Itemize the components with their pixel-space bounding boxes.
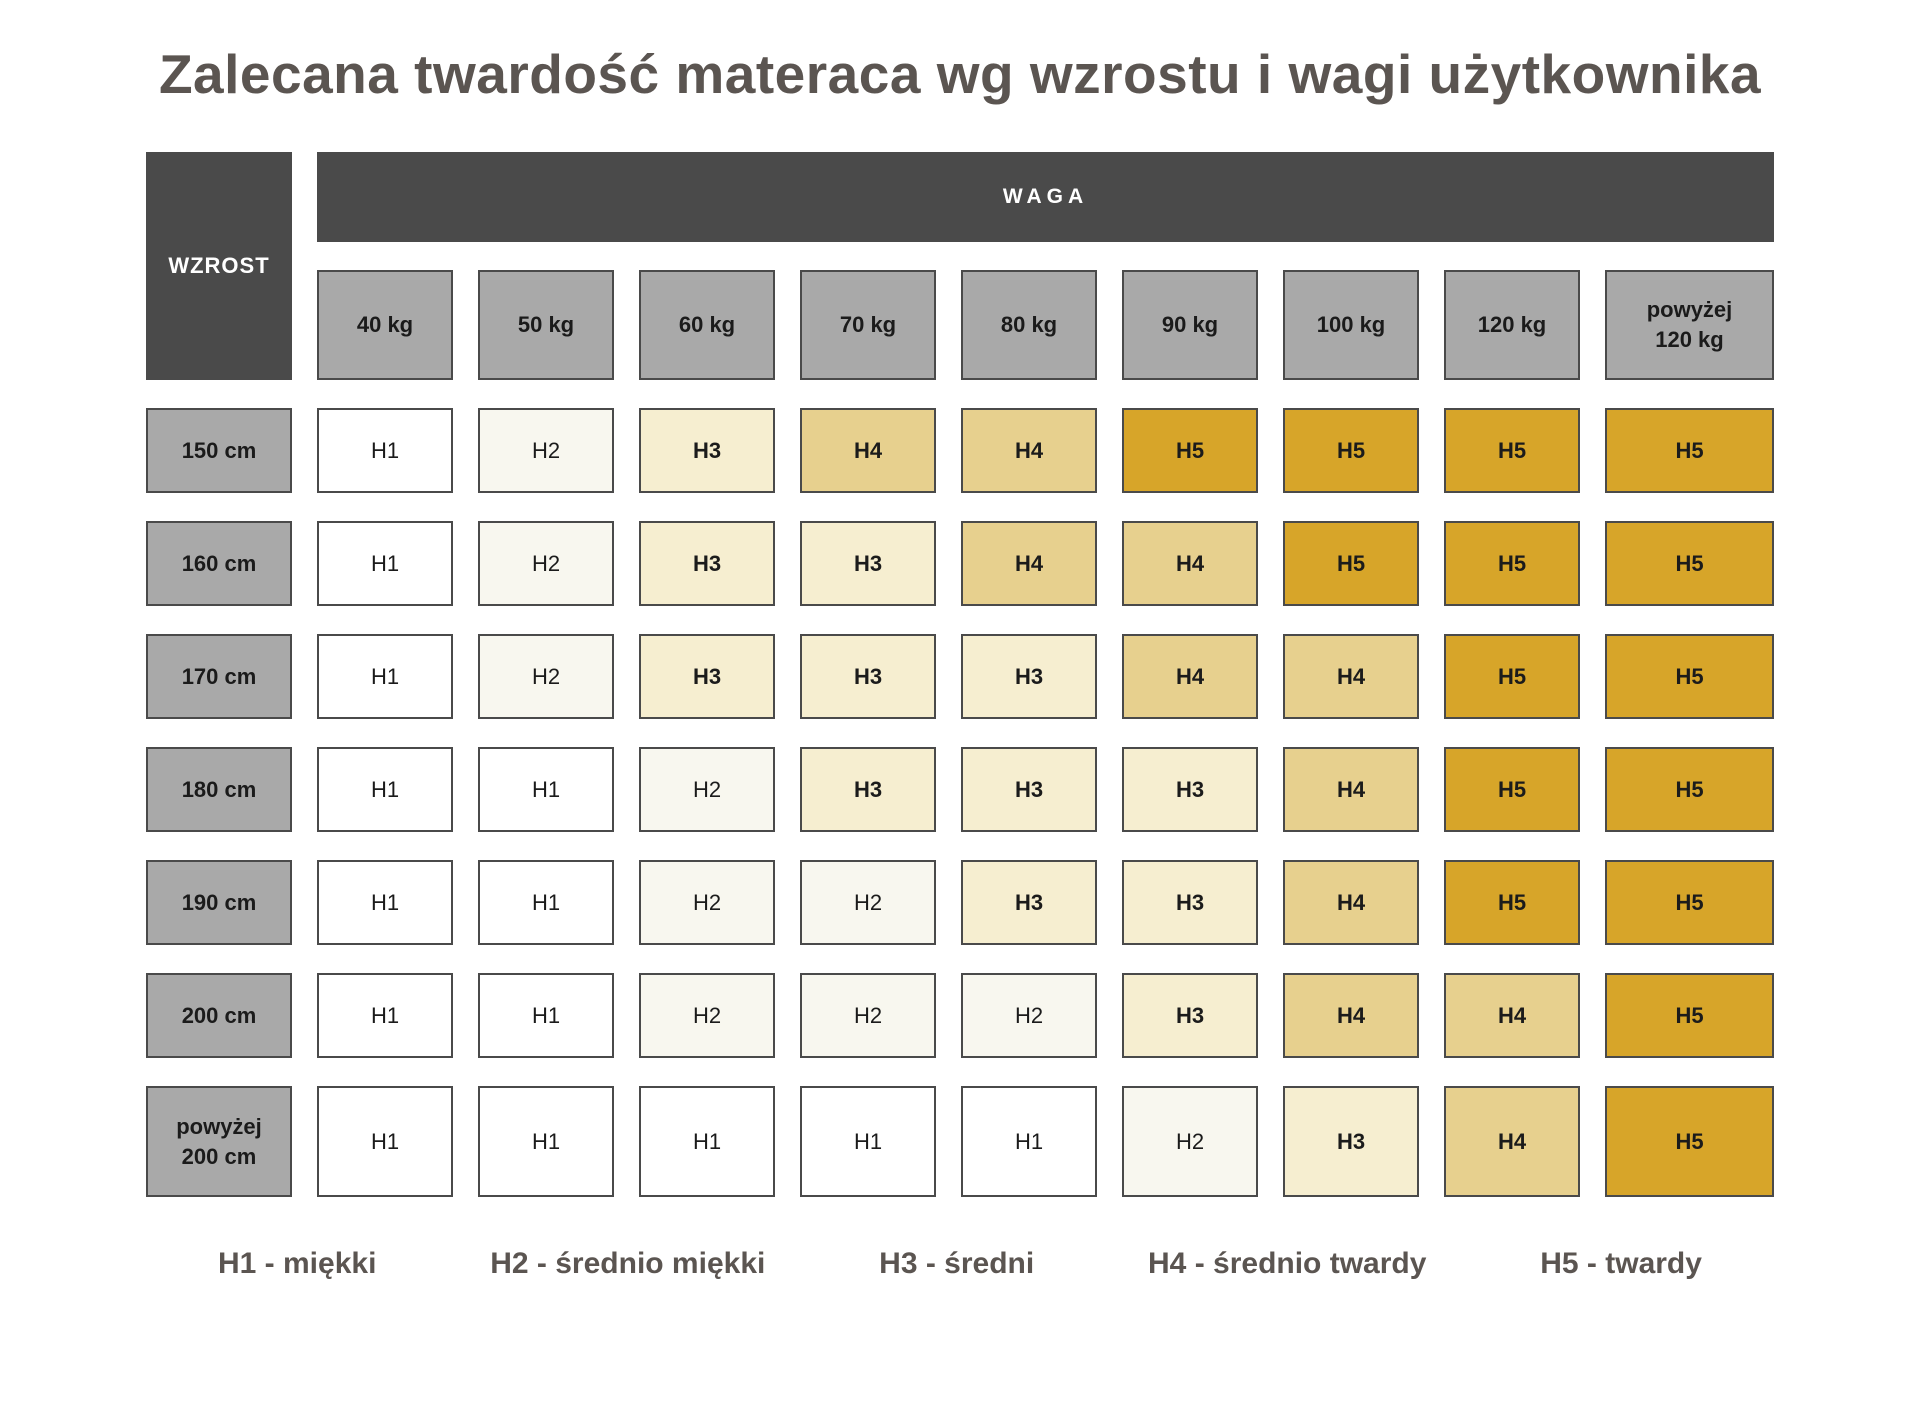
firmness-cell: H3 bbox=[961, 634, 1097, 719]
height-header-cell: 200 cm bbox=[146, 973, 292, 1058]
firmness-cell: H2 bbox=[800, 860, 936, 945]
firmness-cell: H1 bbox=[478, 1086, 614, 1197]
firmness-cell: H3 bbox=[961, 747, 1097, 832]
firmness-cell: H4 bbox=[1122, 521, 1258, 606]
height-header-cell: 190 cm bbox=[146, 860, 292, 945]
height-header-cell: powyżej 200 cm bbox=[146, 1086, 292, 1197]
firmness-cell: H5 bbox=[1444, 860, 1580, 945]
legend: H1 - miękki H2 - średnio miękki H3 - śre… bbox=[146, 1247, 1774, 1281]
weight-header-cell: 40 kg bbox=[317, 270, 453, 380]
firmness-cell: H1 bbox=[478, 747, 614, 832]
firmness-cell: H5 bbox=[1444, 408, 1580, 493]
firmness-cell: H3 bbox=[1122, 973, 1258, 1058]
firmness-cell: H5 bbox=[1444, 634, 1580, 719]
firmness-cell: H4 bbox=[1283, 973, 1419, 1058]
firmness-cell: H5 bbox=[1122, 408, 1258, 493]
firmness-cell: H5 bbox=[1605, 973, 1774, 1058]
weight-header-cell: 90 kg bbox=[1122, 270, 1258, 380]
firmness-cell: H5 bbox=[1444, 521, 1580, 606]
firmness-cell: H2 bbox=[639, 973, 775, 1058]
weight-header-cell: 120 kg bbox=[1444, 270, 1580, 380]
firmness-cell: H4 bbox=[800, 408, 936, 493]
firmness-cell: H2 bbox=[478, 408, 614, 493]
firmness-cell: H4 bbox=[1444, 1086, 1580, 1197]
firmness-cell: H1 bbox=[478, 860, 614, 945]
firmness-cell: H1 bbox=[317, 860, 453, 945]
legend-item-h3: H3 - średni bbox=[879, 1247, 1035, 1280]
firmness-cell: H1 bbox=[478, 973, 614, 1058]
height-header-cell: 180 cm bbox=[146, 747, 292, 832]
firmness-cell: H5 bbox=[1605, 747, 1774, 832]
firmness-cell: H5 bbox=[1283, 408, 1419, 493]
firmness-cell: H3 bbox=[1122, 860, 1258, 945]
firmness-cell: H2 bbox=[961, 973, 1097, 1058]
firmness-cell: H1 bbox=[317, 1086, 453, 1197]
height-header-cell: 150 cm bbox=[146, 408, 292, 493]
weight-header-cell: powyżej 120 kg bbox=[1605, 270, 1774, 380]
firmness-cell: H1 bbox=[317, 521, 453, 606]
legend-item-h1: H1 - miękki bbox=[218, 1247, 377, 1280]
firmness-cell: H5 bbox=[1283, 521, 1419, 606]
firmness-cell: H1 bbox=[317, 634, 453, 719]
firmness-cell: H4 bbox=[1283, 860, 1419, 945]
weight-header-cell: 80 kg bbox=[961, 270, 1097, 380]
firmness-cell: H1 bbox=[317, 973, 453, 1058]
firmness-cell: H2 bbox=[639, 747, 775, 832]
firmness-cell: H3 bbox=[639, 521, 775, 606]
height-header-cell: 170 cm bbox=[146, 634, 292, 719]
firmness-cell: H3 bbox=[1283, 1086, 1419, 1197]
waga-header: WAGA bbox=[317, 152, 1774, 242]
wzrost-header: WZROST bbox=[146, 152, 292, 380]
legend-item-h4: H4 - średnio twardy bbox=[1148, 1247, 1427, 1280]
firmness-cell: H4 bbox=[961, 521, 1097, 606]
firmness-cell: H3 bbox=[961, 860, 1097, 945]
firmness-cell: H3 bbox=[1122, 747, 1258, 832]
firmness-cell: H5 bbox=[1605, 408, 1774, 493]
weight-header-cell: 60 kg bbox=[639, 270, 775, 380]
firmness-cell: H2 bbox=[639, 860, 775, 945]
firmness-cell: H1 bbox=[317, 408, 453, 493]
legend-item-h5: H5 - twardy bbox=[1540, 1247, 1702, 1280]
firmness-cell: H2 bbox=[800, 973, 936, 1058]
firmness-cell: H4 bbox=[1122, 634, 1258, 719]
firmness-cell: H2 bbox=[1122, 1086, 1258, 1197]
firmness-cell: H1 bbox=[317, 747, 453, 832]
firmness-cell: H5 bbox=[1605, 860, 1774, 945]
firmness-cell: H5 bbox=[1605, 521, 1774, 606]
firmness-cell: H5 bbox=[1605, 1086, 1774, 1197]
firmness-cell: H4 bbox=[961, 408, 1097, 493]
legend-item-h2: H2 - średnio miękki bbox=[490, 1247, 766, 1280]
firmness-table: WZROST WAGA 40 kg 50 kg 60 kg 70 kg 80 kg 90 … bbox=[146, 152, 1774, 1197]
firmness-cell: H5 bbox=[1444, 747, 1580, 832]
weight-header-cell: 50 kg bbox=[478, 270, 614, 380]
firmness-cell: H3 bbox=[639, 634, 775, 719]
firmness-cell: H3 bbox=[800, 634, 936, 719]
firmness-cell: H2 bbox=[478, 521, 614, 606]
firmness-cell: H3 bbox=[800, 521, 936, 606]
firmness-cell: H4 bbox=[1444, 973, 1580, 1058]
weight-header-cell: 100 kg bbox=[1283, 270, 1419, 380]
firmness-cell: H1 bbox=[800, 1086, 936, 1197]
firmness-cell: H3 bbox=[639, 408, 775, 493]
firmness-cell: H4 bbox=[1283, 634, 1419, 719]
firmness-cell: H1 bbox=[961, 1086, 1097, 1197]
firmness-cell: H4 bbox=[1283, 747, 1419, 832]
firmness-cell: H2 bbox=[478, 634, 614, 719]
firmness-cell: H1 bbox=[639, 1086, 775, 1197]
firmness-cell: H5 bbox=[1605, 634, 1774, 719]
height-header-cell: 160 cm bbox=[146, 521, 292, 606]
weight-header-cell: 70 kg bbox=[800, 270, 936, 380]
firmness-cell: H3 bbox=[800, 747, 936, 832]
page-title: Zalecana twardość materaca wg wzrostu i … bbox=[158, 43, 1762, 105]
